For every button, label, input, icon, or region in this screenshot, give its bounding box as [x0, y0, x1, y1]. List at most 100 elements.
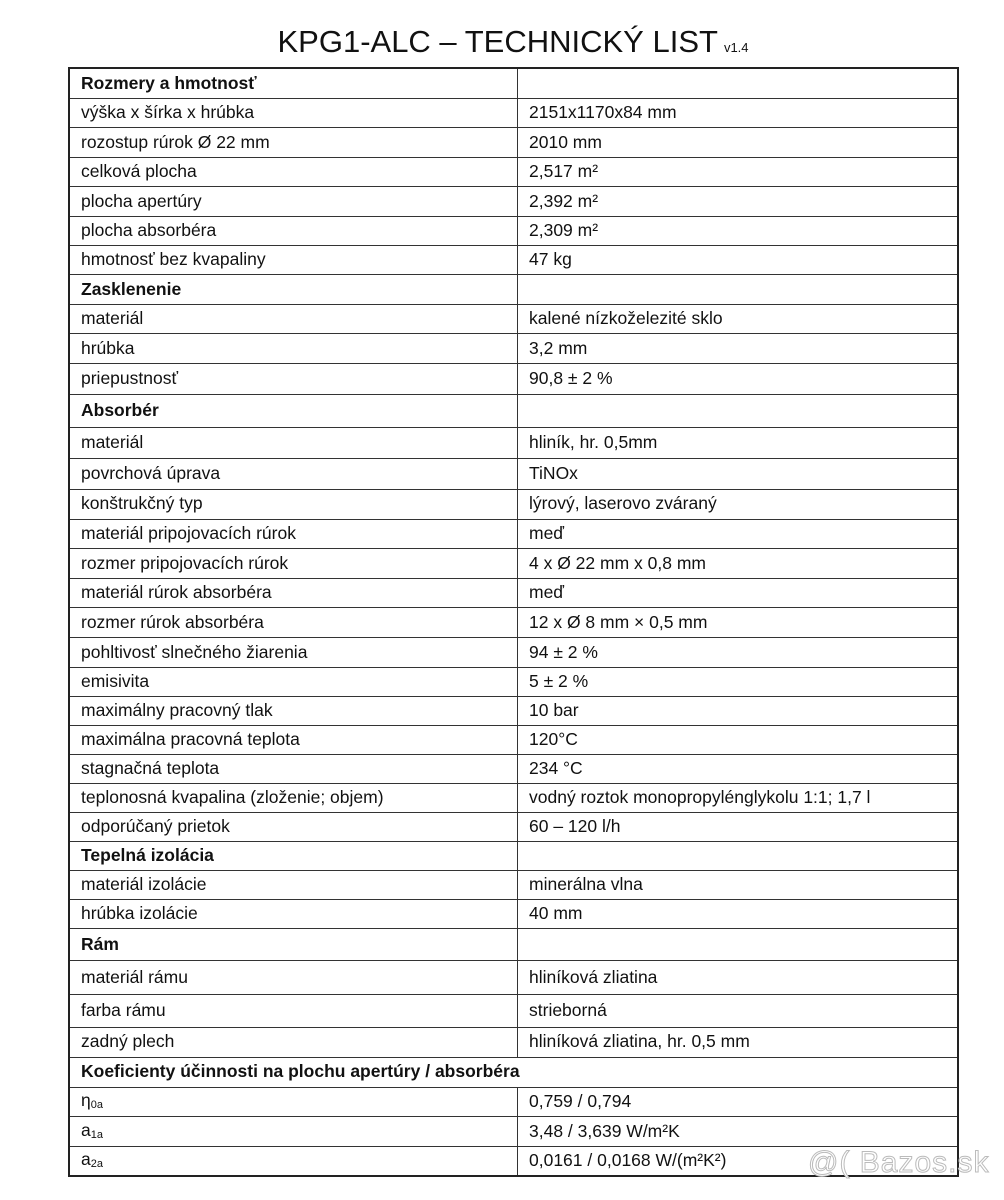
label-text: materiál	[81, 432, 144, 452]
row-label: konštrukčný typ	[68, 488, 518, 520]
label-text: plocha absorbéra	[81, 220, 217, 240]
row-label: výška x šírka x hrúbka	[68, 97, 518, 128]
row-label: materiál izolácie	[68, 870, 518, 900]
label-text: η	[81, 1090, 91, 1111]
row-value: 47 kg	[517, 245, 959, 275]
row-value: 5 ± 2 %	[517, 667, 959, 697]
table-row: hrúbka izolácie 40 mm	[68, 899, 959, 929]
table-row: farba rámu strieborná	[68, 994, 959, 1028]
row-label: η0a	[68, 1086, 518, 1117]
table-row: stagnačná teplota 234 °C	[68, 754, 959, 784]
row-label: zadný plech	[68, 1026, 518, 1058]
table-row: rozmer rúrok absorbéra 12 x Ø 8 mm × 0,5 …	[68, 607, 959, 638]
row-value: vodný roztok monopropylénglykolu 1:1; 1,…	[517, 783, 959, 813]
row-label: maximálna pracovná teplota	[68, 725, 518, 755]
row-value	[517, 274, 959, 305]
label-text: rozmer rúrok absorbéra	[81, 611, 264, 632]
row-value: 3,2 mm	[517, 333, 959, 364]
row-label: plocha apertúry	[68, 186, 518, 217]
row-value: 94 ± 2 %	[517, 637, 959, 668]
label-subscript: 2a	[90, 1158, 103, 1171]
label-text: materiál rámu	[81, 966, 188, 987]
table-row: rozostup rúrok Ø 22 mm 2010 mm	[68, 127, 959, 158]
row-label: rozmer rúrok absorbéra	[68, 607, 518, 638]
row-value: 0,759 / 0,794	[517, 1086, 959, 1117]
table-row: a1a 3,48 / 3,639 W/m²K	[68, 1116, 959, 1147]
label-text: celková plocha	[81, 161, 197, 181]
row-label: plocha absorbéra	[68, 215, 518, 246]
row-value: 40 mm	[517, 899, 959, 929]
row-value	[517, 67, 959, 99]
label-text: maximálny pracovný tlak	[81, 700, 273, 721]
section-header-row: Rozmery a hmotnosť	[68, 67, 959, 99]
label-text: rozmer pripojovacích rúrok	[81, 552, 289, 573]
label-text: Koeficienty účinnosti na plochu apertúry…	[81, 1061, 520, 1082]
label-text: materiál rúrok absorbéra	[81, 582, 272, 602]
row-value: 2,309 m²	[517, 215, 959, 246]
label-text: priepustnosť	[81, 368, 179, 388]
label-text: materiál	[81, 308, 144, 328]
table-row: povrchová úprava TiNOx	[68, 458, 959, 490]
row-value	[517, 394, 959, 428]
table-row: materiál rúrok absorbéra meď	[68, 577, 959, 608]
label-text: teplonosná kvapalina (zloženie; objem)	[81, 787, 384, 808]
label-subscript: 0a	[90, 1099, 103, 1112]
table-row: maximálny pracovný tlak 10 bar	[68, 696, 959, 726]
table-row: materiál kalené nízkoželezité sklo	[68, 303, 959, 334]
title-text: KPG1-ALC – TECHNICKÝ LIST	[277, 24, 718, 59]
label-text: maximálna pracovná teplota	[81, 729, 300, 750]
label-text: konštrukčný typ	[81, 493, 203, 514]
label-text: stagnačná teplota	[81, 758, 220, 779]
spec-table: Rozmery a hmotnosť výška x šírka x hrúbka…	[68, 67, 959, 1177]
table-row: plocha absorbéra 2,309 m²	[68, 215, 959, 246]
row-label: materiál rámu	[68, 959, 518, 995]
row-label: Rám	[68, 928, 518, 961]
table-row: materiál rámu hliníková zliatina	[68, 959, 959, 995]
row-value: kalené nízkoželezité sklo	[517, 303, 959, 334]
row-value	[517, 928, 959, 961]
row-value: 60 – 120 l/h	[517, 812, 959, 842]
row-value: 2010 mm	[517, 127, 959, 158]
label-text: rozostup rúrok Ø 22 mm	[81, 131, 270, 152]
table-row: hrúbka 3,2 mm	[68, 333, 959, 364]
label-text: zadný plech	[81, 1031, 175, 1052]
row-value: 2,517 m²	[517, 156, 959, 187]
table-row: emisivita 5 ± 2 %	[68, 667, 959, 697]
section-header-row: Zasklenenie	[68, 274, 959, 305]
row-value: 90,8 ± 2 %	[517, 362, 959, 395]
row-value: meď	[517, 518, 959, 549]
table-row: hmotnosť bez kvapaliny 47 kg	[68, 245, 959, 275]
row-value: 0,0161 / 0,0168 W/(m²K²)	[517, 1145, 959, 1177]
table-row: konštrukčný typ lýrový, laserovo zváraný	[68, 488, 959, 520]
label-text: výška x šírka x hrúbka	[81, 102, 255, 122]
row-label: materiál rúrok absorbéra	[68, 577, 518, 608]
row-value: hliníková zliatina, hr. 0,5 mm	[517, 1026, 959, 1058]
table-row: materiál hliník, hr. 0,5mm	[68, 426, 959, 459]
table-row: odporúčaný prietok 60 – 120 l/h	[68, 812, 959, 842]
row-value: 2151x1170x84 mm	[517, 97, 959, 128]
row-value: hliník, hr. 0,5mm	[517, 426, 959, 459]
row-label: Absorbér	[68, 394, 518, 428]
row-value: lýrový, laserovo zváraný	[517, 488, 959, 520]
label-text: hrúbka	[81, 337, 135, 358]
version-label: v1.4	[723, 40, 749, 55]
label-text: farba rámu	[81, 1000, 166, 1020]
label-subscript: 1a	[90, 1128, 103, 1141]
row-label: povrchová úprava	[68, 458, 518, 490]
row-label: Zasklenenie	[68, 274, 518, 305]
label-text: Tepelná izolácia	[81, 845, 214, 866]
table-row: priepustnosť 90,8 ± 2 %	[68, 362, 959, 395]
label-text: a	[81, 1119, 91, 1140]
row-label: pohltivosť slnečného žiarenia	[68, 637, 518, 668]
row-label: celková plocha	[68, 156, 518, 187]
row-label: farba rámu	[68, 994, 518, 1028]
row-value: 3,48 / 3,639 W/m²K	[517, 1116, 959, 1147]
row-value: 4 x Ø 22 mm x 0,8 mm	[517, 548, 959, 579]
label-text: Absorbér	[81, 400, 159, 420]
label-text: hrúbka izolácie	[81, 903, 198, 924]
row-value: TiNOx	[517, 458, 959, 490]
row-value: 12 x Ø 8 mm × 0,5 mm	[517, 607, 959, 638]
row-label: rozostup rúrok Ø 22 mm	[68, 127, 518, 158]
row-label: a1a	[68, 1116, 518, 1147]
row-label: Rozmery a hmotnosť	[68, 67, 518, 99]
